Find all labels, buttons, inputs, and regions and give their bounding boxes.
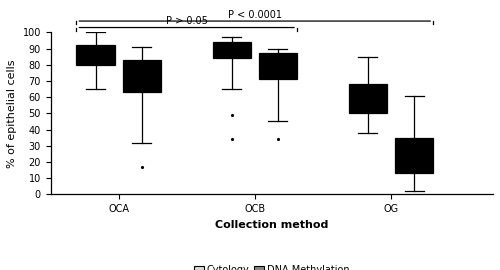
PathPatch shape (123, 60, 161, 92)
PathPatch shape (259, 53, 297, 79)
Text: P < 0.0001: P < 0.0001 (228, 10, 282, 20)
X-axis label: Collection method: Collection method (215, 220, 328, 230)
PathPatch shape (76, 45, 114, 65)
PathPatch shape (348, 84, 387, 113)
Y-axis label: % of epithelial cells: % of epithelial cells (7, 59, 17, 168)
PathPatch shape (212, 42, 250, 58)
PathPatch shape (395, 138, 433, 173)
Legend: Cytology, DNA Methylation: Cytology, DNA Methylation (190, 261, 354, 270)
Text: P > 0.05: P > 0.05 (166, 16, 207, 26)
